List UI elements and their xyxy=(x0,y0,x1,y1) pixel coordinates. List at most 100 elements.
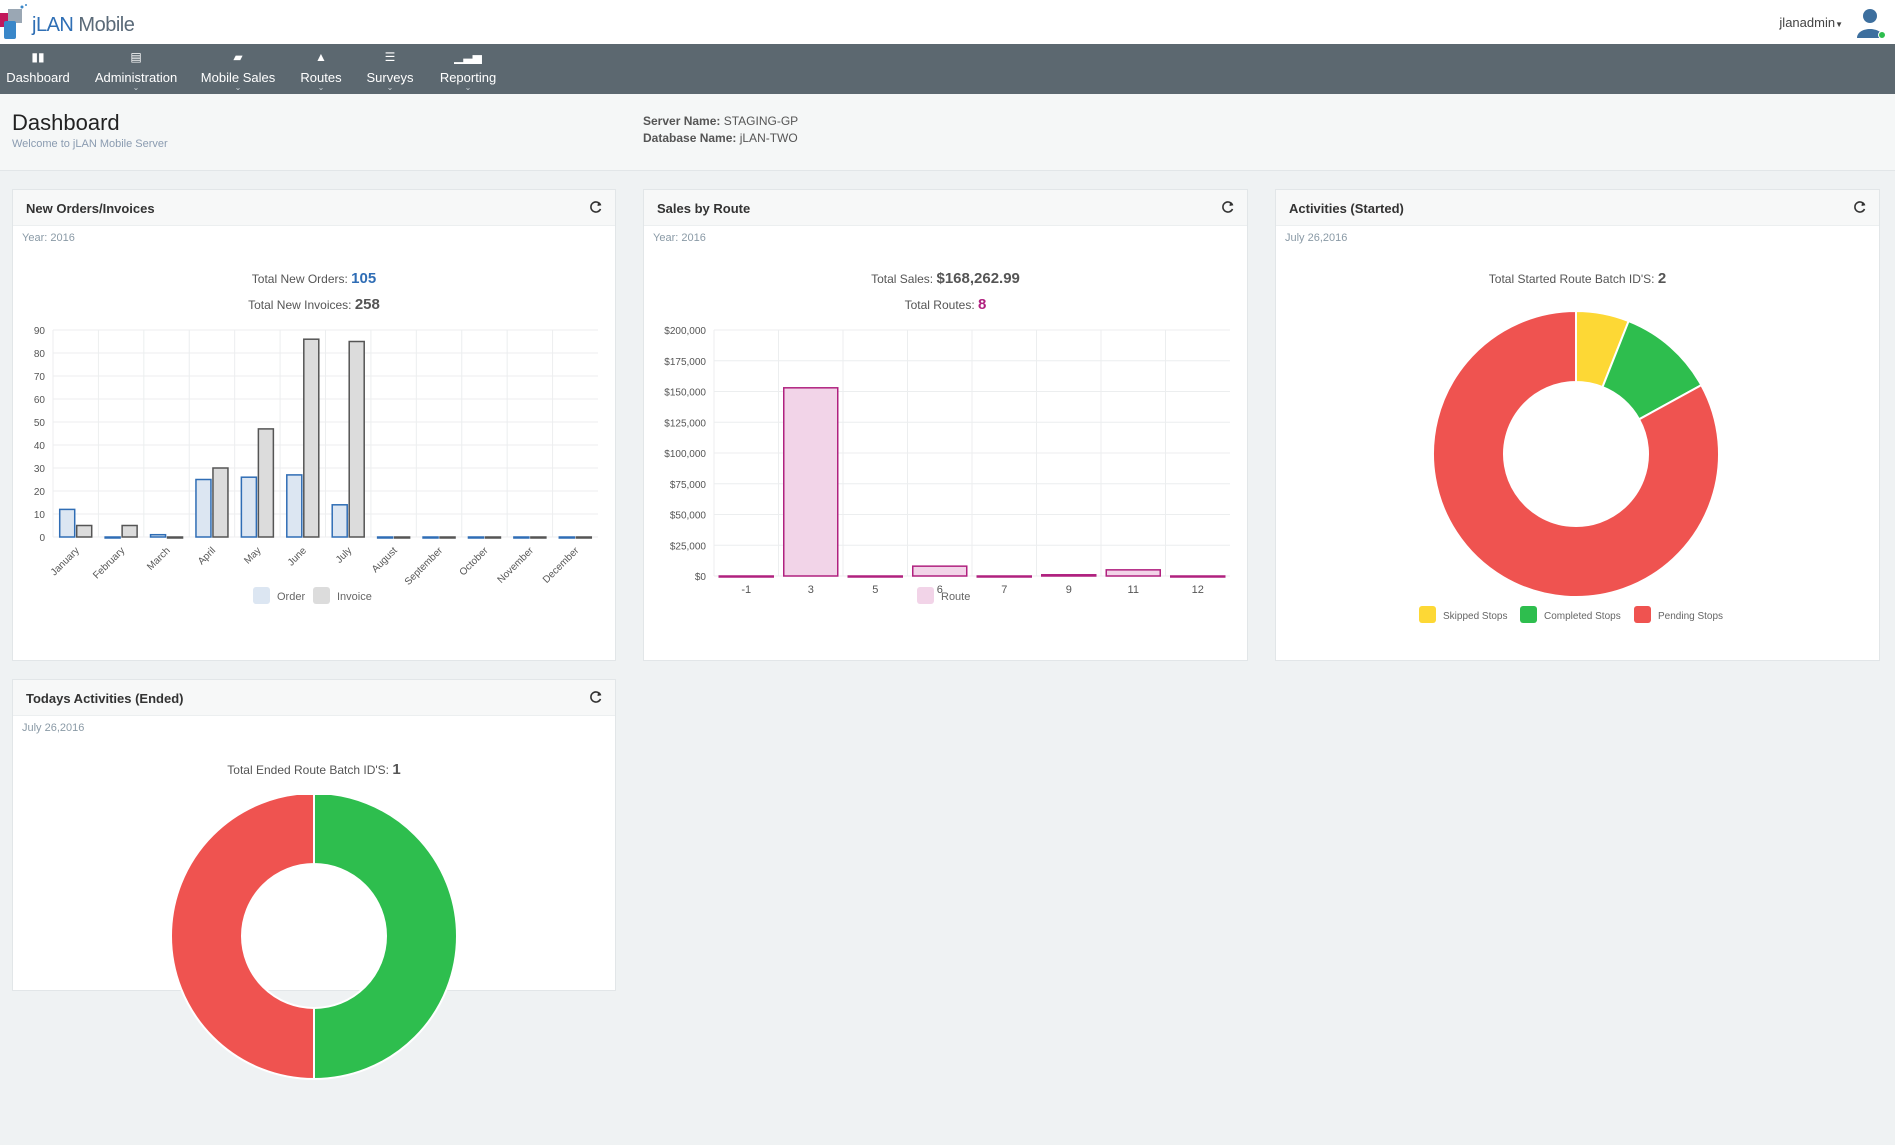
panel-activities-started: Activities (Started) July 26,2016 Total … xyxy=(1275,189,1880,661)
bar-invoice[interactable] xyxy=(348,340,365,538)
bar-order[interactable] xyxy=(513,536,530,539)
main-nav: ▮▮ Dashboard ▤ Administration ⌄ ▰ Mobile… xyxy=(0,44,1895,94)
bar-route[interactable] xyxy=(847,575,903,578)
chevron-down-icon: ⌄ xyxy=(317,83,325,92)
bar-route[interactable] xyxy=(976,575,1032,578)
bar-invoice[interactable] xyxy=(257,428,275,538)
nav-surveys[interactable]: ☰ Surveys ⌄ xyxy=(364,44,416,94)
y-tick-label: $50,000 xyxy=(670,511,707,522)
app-logo[interactable] xyxy=(0,3,30,41)
legend-swatch xyxy=(253,587,270,604)
x-tick-label: 12 xyxy=(1192,584,1204,596)
bar-order[interactable] xyxy=(58,508,76,538)
bar-order[interactable] xyxy=(195,478,212,538)
bar-invoice[interactable] xyxy=(166,536,184,539)
y-tick-label: $175,000 xyxy=(664,357,706,368)
chevron-down-icon: ⌄ xyxy=(132,83,140,92)
bar-order[interactable] xyxy=(467,536,485,539)
bar-order[interactable] xyxy=(104,536,121,539)
refresh-icon[interactable] xyxy=(1221,200,1235,214)
bar-invoice[interactable] xyxy=(439,536,456,539)
refresh-icon[interactable] xyxy=(589,690,603,704)
legend-swatch xyxy=(1520,606,1537,623)
bar-invoice[interactable] xyxy=(575,536,593,539)
slice-pending-stops[interactable] xyxy=(1432,309,1720,598)
y-tick-label: $125,000 xyxy=(664,418,706,429)
panel-header: New Orders/Invoices xyxy=(13,190,615,226)
sales-by-route-chart: $0 $25,000 $50,000 $75,000 $100,000 $125,000 $… xyxy=(664,326,1230,604)
nav-reporting[interactable]: ▁▃▅ Reporting ⌄ xyxy=(436,44,500,94)
bar-invoice[interactable] xyxy=(121,524,138,538)
bar-route[interactable] xyxy=(718,575,774,578)
user-menu[interactable]: jlanadmin▼ xyxy=(1779,15,1843,30)
nav-mobile-sales[interactable]: ▰ Mobile Sales ⌄ xyxy=(196,44,280,94)
y-tick-label: $200,000 xyxy=(664,326,706,337)
bar-invoice[interactable] xyxy=(75,524,93,538)
bar-invoice[interactable] xyxy=(303,338,320,538)
page-subtitle: Welcome to jLAN Mobile Server xyxy=(12,138,168,150)
bar-invoice[interactable] xyxy=(484,536,502,539)
total-started-value: 2 xyxy=(1657,270,1667,287)
total-routes-value: 8 xyxy=(978,296,987,313)
total-new-invoices-value: 258 xyxy=(354,296,380,313)
server-name-value: STAGING-GP xyxy=(723,114,799,128)
database-name-value: jLAN-TWO xyxy=(739,131,798,145)
y-tick-label: 10 xyxy=(34,510,46,521)
nav-label: Surveys xyxy=(366,70,414,85)
bar-order[interactable] xyxy=(331,504,348,538)
y-tick-label: 90 xyxy=(34,326,46,337)
y-tick-label: $0 xyxy=(695,572,707,583)
bar-route[interactable] xyxy=(783,387,839,577)
nav-label: Reporting xyxy=(439,70,497,85)
slice-completed-stops[interactable] xyxy=(313,795,458,1081)
x-tick-label: December xyxy=(541,545,582,586)
x-tick-label: August xyxy=(370,545,400,575)
folder-icon: ▰ xyxy=(233,50,243,64)
bar-chart-icon: ▮▮ xyxy=(31,50,45,64)
y-tick-label: $100,000 xyxy=(664,449,706,460)
top-bar: jLAN Mobile jlanadmin▼ xyxy=(0,0,1895,44)
nav-administration[interactable]: ▤ Administration ⌄ xyxy=(90,44,182,94)
bar-order[interactable] xyxy=(286,474,303,538)
total-ended-label: Total Ended Route Batch ID'S: xyxy=(227,763,390,777)
total-routes: Total Routes: 8 xyxy=(644,296,1247,313)
x-tick-label: 5 xyxy=(872,584,878,596)
panel-title: Todays Activities (Ended) xyxy=(26,691,184,706)
avatar[interactable] xyxy=(1855,6,1887,40)
bar-order[interactable] xyxy=(558,536,576,539)
nav-routes[interactable]: ▲ Routes ⌄ xyxy=(296,44,346,94)
x-tick-label: -1 xyxy=(741,584,751,596)
total-new-invoices-label: Total New Invoices: xyxy=(248,298,352,312)
x-tick-label: 7 xyxy=(1001,584,1007,596)
bar-invoice[interactable] xyxy=(212,467,229,538)
slice-pending-stops[interactable] xyxy=(170,795,315,1081)
x-tick-label: July xyxy=(334,545,354,565)
bar-route[interactable] xyxy=(912,565,968,577)
refresh-icon[interactable] xyxy=(589,200,603,214)
total-sales: Total Sales: $168,262.99 xyxy=(644,270,1247,287)
bar-route[interactable] xyxy=(1105,569,1161,577)
bar-route[interactable] xyxy=(1170,575,1226,578)
panel-header: Sales by Route xyxy=(644,190,1247,226)
y-tick-label: $75,000 xyxy=(670,480,707,491)
legend-swatch xyxy=(1419,606,1436,623)
y-tick-label: 20 xyxy=(34,487,46,498)
legend-label: Completed Stops xyxy=(1544,611,1621,622)
nav-label: Routes xyxy=(300,70,342,85)
bar-order[interactable] xyxy=(376,536,394,539)
bar-route[interactable] xyxy=(1041,574,1097,577)
legend-label: Invoice xyxy=(337,591,372,603)
bar-invoice[interactable] xyxy=(393,536,411,539)
bar-order[interactable] xyxy=(240,476,258,538)
total-new-orders: Total New Orders: 105 xyxy=(13,270,615,287)
nav-dashboard[interactable]: ▮▮ Dashboard xyxy=(0,44,76,94)
refresh-icon[interactable] xyxy=(1853,200,1867,214)
bar-order[interactable] xyxy=(149,533,167,538)
page-title: Dashboard xyxy=(12,110,120,135)
y-tick-label: 0 xyxy=(39,533,45,544)
legend-swatch xyxy=(917,587,934,604)
bar-invoice[interactable] xyxy=(530,536,547,539)
y-tick-label: 30 xyxy=(34,464,46,475)
bar-order[interactable] xyxy=(422,536,439,539)
panel-header: Todays Activities (Ended) xyxy=(13,680,615,716)
